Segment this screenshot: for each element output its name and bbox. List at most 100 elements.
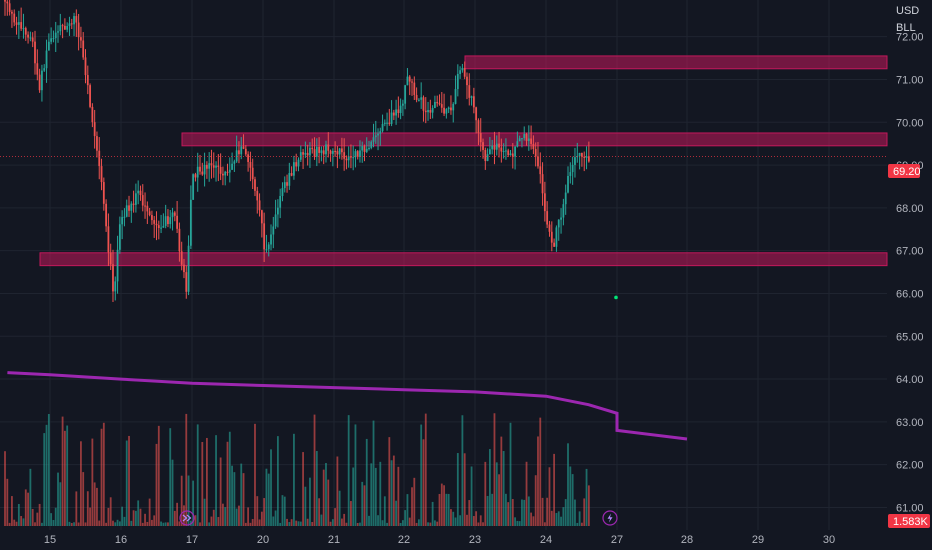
candle-body — [459, 70, 462, 74]
candle-body — [54, 32, 57, 39]
volume-bar — [413, 477, 416, 526]
candle-body — [500, 147, 503, 152]
lightning-icon[interactable] — [602, 510, 618, 526]
candle-body — [148, 211, 151, 216]
candle-body — [171, 212, 174, 218]
volume-bar — [571, 474, 574, 526]
candle-body — [84, 57, 87, 76]
volume-bar — [329, 521, 332, 526]
candle-body — [82, 40, 85, 58]
symbol-label: BLL — [896, 22, 916, 34]
candle-body — [466, 76, 468, 86]
volume-bar — [347, 415, 350, 526]
y-tick-label: 67.00 — [896, 246, 924, 258]
candle-body — [381, 123, 384, 132]
volume-bar — [569, 466, 572, 526]
volume-bar — [256, 496, 259, 526]
candle-body — [532, 143, 535, 149]
candle-body — [242, 146, 245, 149]
candle-body — [272, 226, 275, 235]
candle-body — [27, 34, 29, 38]
volume-bar — [96, 487, 98, 526]
volume-bar — [534, 475, 537, 526]
volume-bar — [139, 508, 142, 526]
candle-body — [445, 109, 448, 114]
candle-body — [279, 196, 282, 208]
candle-body — [322, 150, 325, 155]
candle-body — [493, 145, 496, 150]
volume-bar — [109, 497, 112, 526]
volume-bar — [254, 423, 256, 526]
volume-bar — [219, 457, 222, 526]
candle-body — [226, 171, 229, 173]
candle-body — [511, 153, 514, 157]
candle-body — [477, 120, 480, 134]
candle-body — [295, 162, 298, 167]
candle-body — [6, 1, 9, 4]
candle-body — [125, 205, 128, 217]
candle-body — [75, 16, 78, 23]
volume-bar — [562, 507, 565, 526]
candle-body — [370, 141, 373, 148]
candle-body — [541, 174, 544, 194]
volume-bar — [185, 413, 188, 526]
volume-bar — [63, 430, 66, 526]
volume-bar — [222, 503, 224, 526]
candle-body — [309, 147, 311, 156]
candle-body — [146, 205, 149, 212]
candle-body — [395, 109, 397, 116]
volume-bar — [89, 507, 91, 526]
volume-bar — [11, 496, 13, 526]
volume-bar — [178, 521, 181, 526]
candle-body — [297, 159, 300, 167]
volume-bar — [290, 519, 293, 526]
candle-body — [491, 145, 494, 150]
y-tick-label: 64.00 — [896, 374, 924, 386]
volume-bar — [507, 502, 510, 526]
volume-bar — [475, 511, 478, 526]
volume-bar — [450, 509, 452, 526]
candle-body — [329, 150, 332, 154]
volume-bar — [336, 456, 339, 526]
volume-bar — [100, 428, 103, 526]
candle-body — [73, 16, 75, 25]
volume-bar — [91, 438, 94, 526]
x-tick-label: 24 — [540, 534, 552, 546]
candle-body — [267, 244, 270, 250]
candle-body — [38, 74, 41, 91]
volume-bar — [57, 472, 59, 526]
candle-body — [377, 133, 379, 136]
volume-bar — [574, 499, 576, 526]
candle-body — [196, 166, 199, 178]
candle-body — [390, 112, 393, 124]
volume-bar — [187, 475, 190, 526]
candle-body — [302, 152, 304, 155]
candle-body — [334, 150, 337, 152]
volume-bar — [196, 424, 199, 526]
volume-bar — [377, 515, 379, 526]
candle-body — [304, 152, 307, 155]
candle-body — [222, 173, 224, 176]
candle-body — [550, 231, 553, 243]
candle-body — [438, 103, 441, 105]
candle-body — [57, 31, 59, 33]
volume-bar — [495, 462, 498, 526]
volume-bar — [456, 453, 459, 526]
volume-bar — [228, 431, 231, 526]
candle-body — [479, 133, 482, 143]
volume-bar — [576, 522, 579, 526]
volume-bar — [288, 522, 291, 526]
x-tick-label: 15 — [44, 534, 56, 546]
candle-body — [417, 99, 420, 101]
candle-body — [203, 164, 206, 175]
candle-body — [286, 182, 288, 186]
volume-bar — [401, 520, 404, 526]
fast-forward-icon[interactable] — [179, 510, 195, 526]
candle-body — [534, 148, 537, 157]
volume-bar — [452, 511, 455, 526]
candle-body — [162, 225, 165, 228]
candle-body — [420, 97, 423, 100]
candle-body — [424, 110, 427, 113]
candle-body — [217, 165, 220, 168]
